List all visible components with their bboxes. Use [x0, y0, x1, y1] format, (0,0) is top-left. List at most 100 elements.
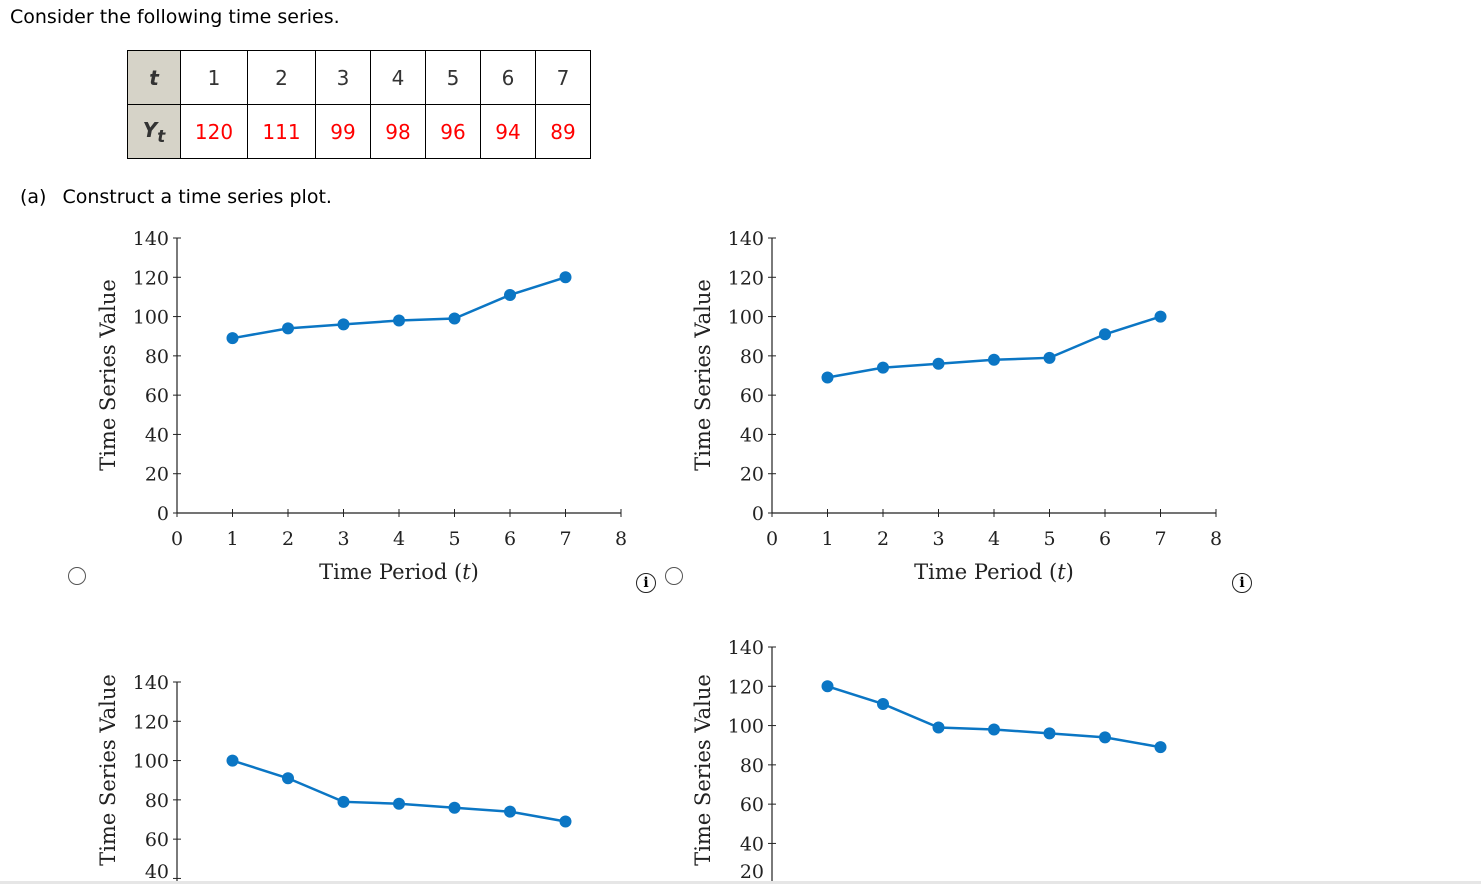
y-tick-label: 120 — [728, 267, 764, 289]
x-tick-label: 8 — [615, 528, 627, 550]
y-tick-label: 0 — [752, 503, 764, 525]
t-cell: 7 — [535, 50, 591, 105]
y-tick-label: 120 — [133, 267, 169, 289]
chart-1: 0 20 40 60 80 100 120 140 0 1 2 3 4 5 6 7 8 Time Series V… — [96, 228, 627, 584]
data-point — [226, 754, 239, 767]
x-tick-label: 6 — [504, 528, 516, 550]
y-header-subscript: t — [157, 126, 166, 146]
table-row-y: Yt 120 111 99 98 96 94 89 — [127, 104, 591, 159]
data-point — [393, 797, 405, 810]
y-tick-label: 80 — [145, 346, 169, 368]
t-cell: 3 — [315, 50, 371, 105]
x-axis-label: Time Period (t) — [319, 560, 479, 584]
data-point — [504, 805, 516, 818]
part-a-label: (a) — [20, 186, 47, 208]
part-a-text: Construct a time series plot. — [62, 186, 332, 208]
y-tick-label: 60 — [740, 794, 764, 816]
y-cell: 96 — [425, 104, 481, 159]
data-point — [877, 361, 889, 374]
x-tick-label: 5 — [448, 528, 460, 550]
x-axis-label-close: ) — [471, 560, 479, 584]
t-cell: 2 — [247, 50, 316, 105]
info-icon[interactable]: i — [636, 573, 656, 593]
chart-4: 20 40 60 80 100 120 140 Time Series Value — [691, 637, 1167, 883]
data-point — [559, 271, 572, 284]
y-tick-label: 60 — [145, 385, 169, 407]
y-tick-label: 140 — [728, 637, 764, 659]
data-point — [932, 357, 945, 370]
t-header: t — [127, 50, 181, 105]
data-point — [282, 772, 294, 785]
table-row-t: t 1 2 3 4 5 6 7 — [127, 50, 591, 105]
data-point — [448, 312, 461, 325]
y-cell: 111 — [247, 104, 316, 159]
t-cell: 6 — [480, 50, 536, 105]
y-tick-label: 40 — [145, 424, 169, 446]
data-point — [337, 795, 350, 808]
y-cell: 94 — [480, 104, 536, 159]
t-cell: 1 — [180, 50, 248, 105]
data-point — [337, 318, 350, 331]
x-tick-label: 2 — [282, 528, 294, 550]
option-radio-2[interactable] — [665, 567, 683, 585]
x-tick-label: 0 — [766, 528, 778, 550]
data-point — [988, 723, 1000, 736]
y-tick-label: 100 — [133, 307, 169, 329]
x-tick-label: 8 — [1210, 528, 1222, 550]
y-tick-label: 40 — [740, 833, 764, 855]
y-tick-label: 100 — [728, 716, 764, 738]
data-point — [393, 314, 405, 327]
y-tick-label: 60 — [740, 385, 764, 407]
x-axis-label-var: t — [462, 560, 471, 584]
y-tick-label: 40 — [145, 861, 169, 883]
data-point — [932, 721, 945, 734]
y-cell: 98 — [370, 104, 426, 159]
info-icon[interactable]: i — [1232, 573, 1252, 593]
y-tick-label: 80 — [145, 790, 169, 812]
data-point — [282, 322, 294, 335]
t-cell: 5 — [425, 50, 481, 105]
data-point — [448, 801, 461, 814]
y-tick-label: 20 — [740, 464, 764, 486]
x-tick-label: 3 — [932, 528, 944, 550]
data-point — [821, 371, 834, 384]
data-point — [1154, 310, 1167, 323]
y-cell: 99 — [315, 104, 371, 159]
data-point — [504, 288, 516, 301]
y-tick-label: 60 — [145, 829, 169, 851]
y-axis-label: Time Series Value — [96, 279, 120, 471]
y-axis-label: Time Series Value — [691, 674, 715, 866]
time-series-table: t 1 2 3 4 5 6 7 Yt 120 111 99 98 96 94 8… — [127, 50, 591, 159]
option-radio-1[interactable] — [68, 567, 86, 585]
x-axis-label-text: Time Period ( — [914, 560, 1057, 584]
x-tick-label: 7 — [1154, 528, 1166, 550]
x-tick-label: 7 — [559, 528, 571, 550]
y-tick-label: 20 — [740, 861, 764, 883]
x-tick-label: 5 — [1043, 528, 1055, 550]
y-tick-label: 120 — [133, 711, 169, 733]
data-point — [1043, 351, 1056, 364]
y-header: Yt — [127, 104, 181, 159]
y-tick-label: 20 — [145, 464, 169, 486]
x-axis-label-text: Time Period ( — [319, 560, 462, 584]
t-cell: 4 — [370, 50, 426, 105]
data-point — [559, 815, 572, 828]
y-axis-label: Time Series Value — [96, 674, 120, 866]
intro-text: Consider the following time series. — [10, 6, 340, 28]
part-a-prompt: (a) Construct a time series plot. — [20, 186, 332, 208]
x-tick-label: 6 — [1099, 528, 1111, 550]
y-cell: 89 — [535, 104, 591, 159]
y-tick-label: 140 — [728, 228, 764, 250]
x-tick-label: 1 — [821, 528, 833, 550]
y-tick-label: 120 — [728, 676, 764, 698]
x-tick-label: 0 — [171, 528, 183, 550]
x-tick-label: 4 — [988, 528, 1000, 550]
y-axis-label: Time Series Value — [691, 279, 715, 471]
x-axis-label-var: t — [1057, 560, 1066, 584]
data-point — [821, 680, 834, 693]
data-point — [1154, 741, 1167, 754]
y-tick-label: 140 — [133, 672, 169, 694]
y-tick-label: 0 — [157, 503, 169, 525]
